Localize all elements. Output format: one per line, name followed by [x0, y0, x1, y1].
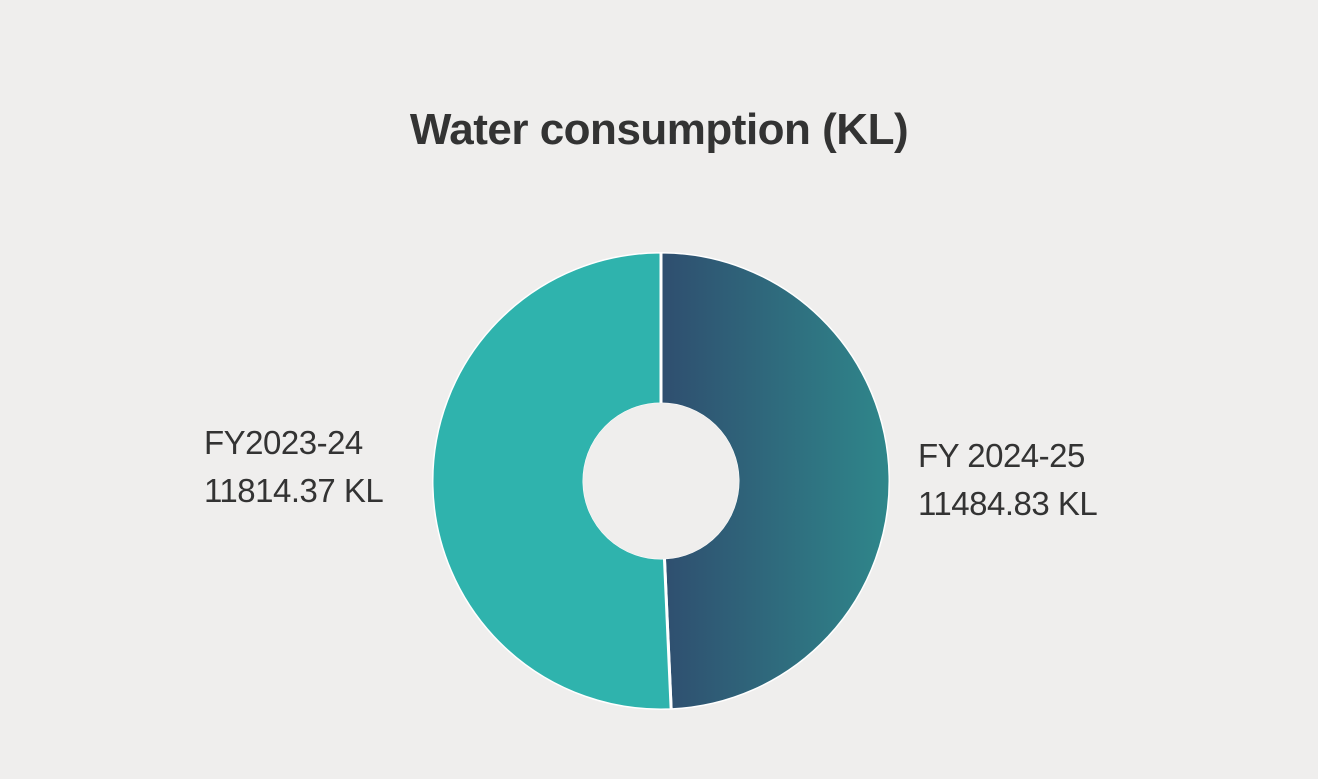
- donut-outer-edge: [429, 249, 893, 713]
- slice-label-fy2023-24: FY2023-24 11814.37 KL: [204, 419, 384, 515]
- slice-label-value: 11814.37 KL: [204, 472, 384, 509]
- slice-label-value: 11484.83 KL: [918, 485, 1098, 522]
- slice-label-fy2024-25: FY 2024-25 11484.83 KL: [918, 432, 1098, 528]
- donut-slices: [429, 249, 893, 713]
- slice-label-name: FY 2024-25: [918, 437, 1085, 474]
- chart-title: Water consumption (KL): [409, 105, 909, 154]
- slice-label-name: FY2023-24: [204, 424, 363, 461]
- donut-hole: [583, 403, 739, 559]
